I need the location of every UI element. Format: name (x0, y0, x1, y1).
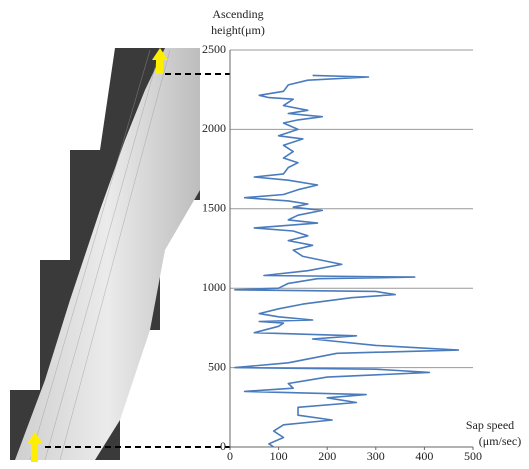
x-tick-label: 300 (367, 449, 385, 463)
x-axis-label: Sap speed (466, 418, 514, 432)
y-tick-label: 1500 (202, 201, 226, 215)
x-tick-label: 200 (318, 449, 336, 463)
data-line (235, 75, 459, 447)
y-tick-label: 500 (208, 359, 226, 373)
y-axis-label: height(μm) (211, 23, 265, 37)
y-tick-label: 1000 (202, 280, 226, 294)
y-axis-label: Ascending (212, 7, 263, 21)
x-tick-label: 400 (415, 449, 433, 463)
y-tick-label: 2000 (202, 121, 226, 135)
x-axis-label: (μm/sec) (479, 434, 521, 448)
x-tick-label: 100 (270, 449, 288, 463)
y-tick-label: 0 (220, 439, 226, 453)
x-tick-label: 0 (227, 449, 233, 463)
y-tick-label: 2500 (202, 42, 226, 56)
micrograph (10, 48, 230, 462)
x-tick-label: 500 (464, 449, 482, 463)
figure: Ascending height(μm) Sap speed (μm/sec) … (0, 0, 529, 469)
